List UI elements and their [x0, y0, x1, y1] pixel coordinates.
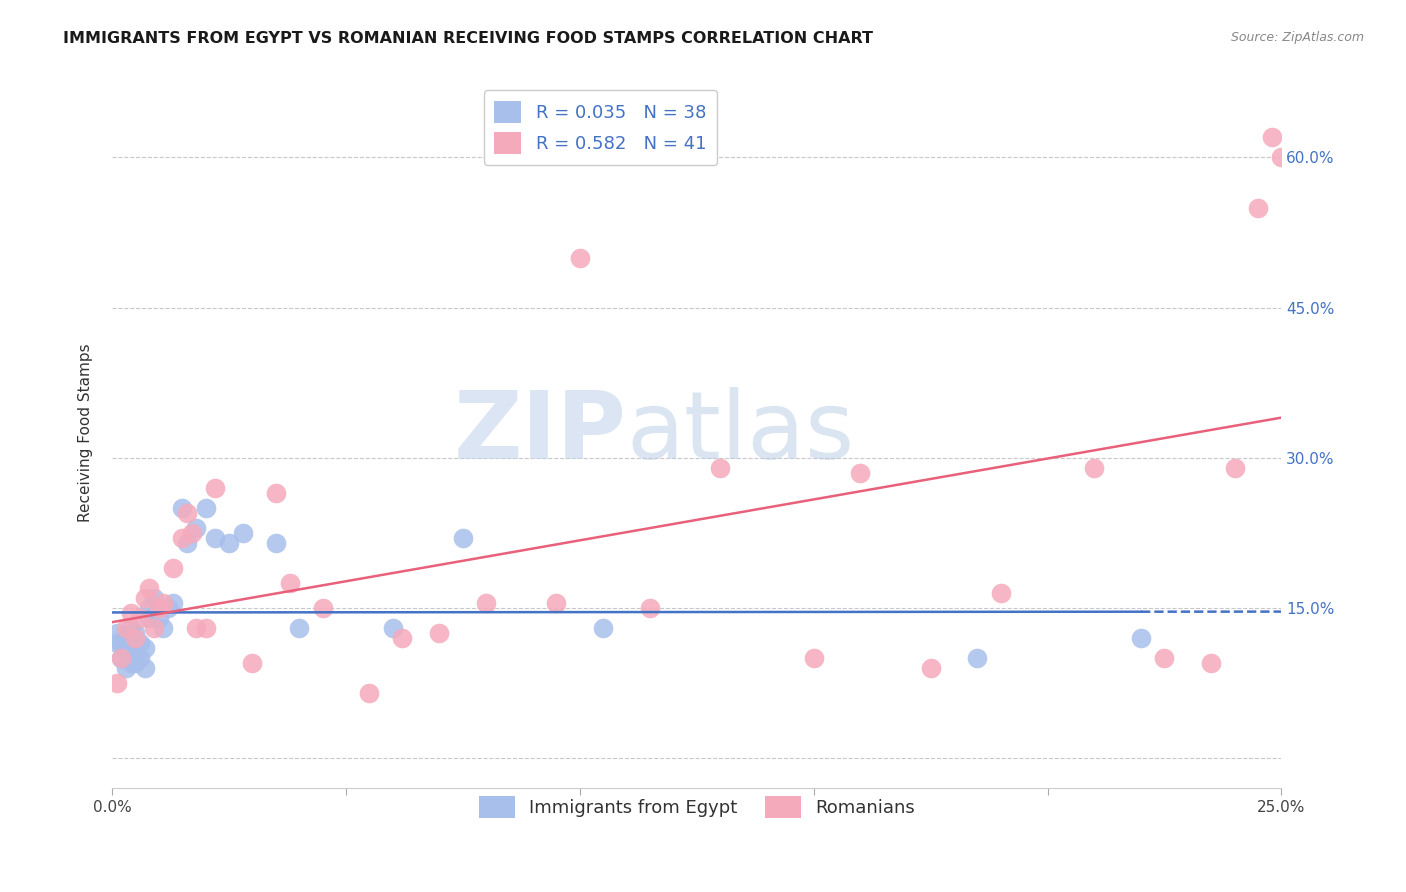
Point	[1261, 130, 1284, 145]
Point	[186, 521, 208, 535]
Point	[129, 636, 152, 650]
Point	[803, 650, 825, 665]
Point	[152, 621, 174, 635]
Point	[966, 650, 988, 665]
Point	[138, 611, 160, 625]
Point	[110, 636, 132, 650]
Point	[391, 631, 413, 645]
Point	[129, 650, 152, 665]
Point	[204, 531, 226, 545]
Point	[849, 466, 872, 480]
Point	[162, 596, 184, 610]
Point	[124, 631, 146, 645]
Point	[172, 500, 194, 515]
Point	[115, 631, 138, 645]
Point	[143, 591, 166, 605]
Point	[1153, 650, 1175, 665]
Point	[278, 575, 301, 590]
Point	[1247, 201, 1270, 215]
Point	[1083, 460, 1105, 475]
Point	[451, 531, 474, 545]
Point	[124, 640, 146, 655]
Point	[204, 481, 226, 495]
Point	[1199, 656, 1222, 670]
Point	[152, 596, 174, 610]
Point	[592, 621, 614, 635]
Point	[105, 625, 128, 640]
Point	[638, 600, 661, 615]
Point	[240, 656, 263, 670]
Point	[568, 251, 591, 265]
Point	[1130, 631, 1153, 645]
Point	[115, 621, 138, 635]
Point	[264, 485, 287, 500]
Point	[990, 586, 1012, 600]
Point	[194, 621, 217, 635]
Text: IMMIGRANTS FROM EGYPT VS ROMANIAN RECEIVING FOOD STAMPS CORRELATION CHART: IMMIGRANTS FROM EGYPT VS ROMANIAN RECEIV…	[63, 31, 873, 46]
Point	[134, 591, 156, 605]
Point	[110, 650, 132, 665]
Point	[359, 686, 381, 700]
Y-axis label: Receiving Food Stamps: Receiving Food Stamps	[79, 343, 93, 522]
Point	[475, 596, 498, 610]
Point	[129, 611, 152, 625]
Point	[124, 625, 146, 640]
Point	[429, 625, 451, 640]
Point	[120, 606, 142, 620]
Point	[124, 656, 146, 670]
Point	[546, 596, 568, 610]
Text: Source: ZipAtlas.com: Source: ZipAtlas.com	[1230, 31, 1364, 45]
Point	[920, 661, 942, 675]
Point	[218, 535, 240, 549]
Point	[134, 640, 156, 655]
Point	[138, 581, 160, 595]
Point	[288, 621, 311, 635]
Text: ZIP: ZIP	[454, 386, 627, 479]
Point	[115, 640, 138, 655]
Point	[143, 621, 166, 635]
Point	[381, 621, 404, 635]
Text: atlas: atlas	[627, 386, 855, 479]
Point	[311, 600, 333, 615]
Point	[120, 646, 142, 660]
Point	[157, 600, 180, 615]
Point	[180, 525, 202, 540]
Point	[186, 621, 208, 635]
Point	[134, 661, 156, 675]
Point	[172, 531, 194, 545]
Legend: Immigrants from Egypt, Romanians: Immigrants from Egypt, Romanians	[471, 789, 922, 825]
Point	[194, 500, 217, 515]
Point	[709, 460, 731, 475]
Point	[105, 636, 128, 650]
Point	[148, 611, 170, 625]
Point	[148, 600, 170, 615]
Point	[120, 656, 142, 670]
Point	[1223, 460, 1246, 475]
Point	[232, 525, 254, 540]
Point	[176, 506, 198, 520]
Point	[176, 535, 198, 549]
Point	[138, 600, 160, 615]
Point	[115, 661, 138, 675]
Point	[162, 560, 184, 574]
Point	[1270, 151, 1292, 165]
Point	[120, 621, 142, 635]
Point	[105, 675, 128, 690]
Point	[110, 650, 132, 665]
Point	[264, 535, 287, 549]
